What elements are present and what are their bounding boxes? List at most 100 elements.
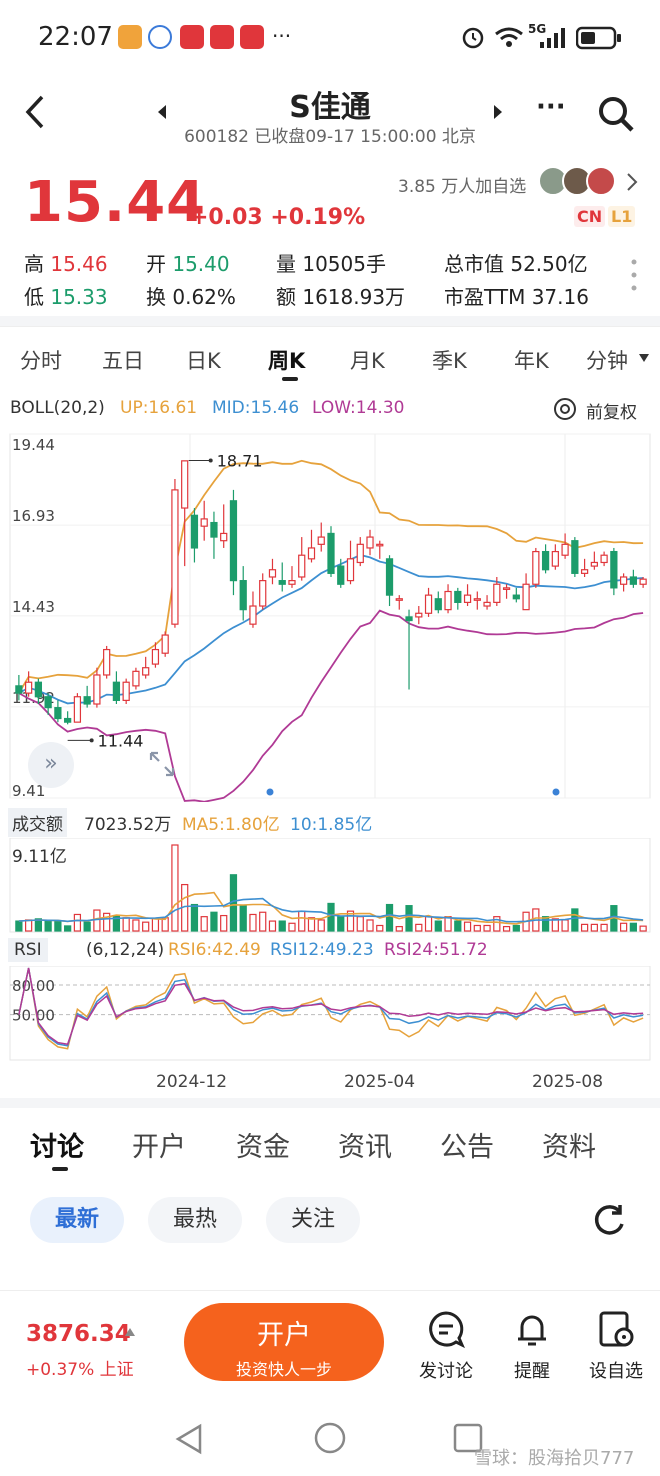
boll-name[interactable]: BOLL(20,2) (10, 398, 105, 418)
post-discussion-button[interactable]: 发讨论 (414, 1309, 478, 1383)
volume-bar (239, 905, 247, 932)
candle-down (34, 681, 43, 698)
settings-icon[interactable] (552, 396, 578, 422)
candle-up (366, 536, 374, 549)
volume-bar (600, 923, 608, 932)
adjust-mode[interactable]: 前复权 (586, 403, 637, 423)
bell-icon (518, 1315, 546, 1346)
candle-up (220, 532, 228, 542)
volume-bar (259, 911, 267, 932)
volume-bar (249, 913, 257, 932)
volume-bar (463, 921, 472, 932)
follower-count[interactable]: 3.85 万人加自选 (398, 177, 527, 197)
volume-bar (93, 909, 101, 932)
x-tick-label: 2024-12 (156, 1072, 228, 1092)
volume-bar (103, 912, 111, 932)
rsi-frame (9, 966, 651, 1061)
open-account-button[interactable]: 开户 投资快人一步 (184, 1303, 384, 1381)
tab-weekly-k[interactable]: 周K (268, 349, 306, 373)
candle-down (229, 500, 238, 582)
candle-up (473, 598, 481, 601)
add-watchlist-button[interactable]: 设自选 (584, 1309, 648, 1383)
battery-icon (576, 26, 621, 50)
candle-up (376, 543, 384, 547)
fullscreen-icon[interactable] (148, 750, 176, 778)
volume-bar (502, 925, 511, 932)
filter-following[interactable]: 关注 (266, 1197, 360, 1243)
open-account-label: 开户 (257, 1320, 311, 1351)
volume-bar (356, 916, 364, 932)
remind-button[interactable]: 提醒 (506, 1309, 558, 1383)
more-menu-icon[interactable]: ··· (536, 92, 566, 122)
volume-bar (473, 924, 481, 932)
quote-high: 高 15.46 (24, 248, 108, 277)
candle-up (122, 681, 130, 701)
chevron-right-icon[interactable] (626, 172, 638, 192)
volume-bar (268, 920, 277, 932)
boll-mid: MID:15.46 (212, 398, 300, 418)
tab-funds[interactable]: 资金 (236, 1132, 290, 1163)
candle-up (346, 558, 355, 582)
tab-yearly-k[interactable]: 年K (514, 349, 549, 373)
tab-five-day[interactable]: 五日 (102, 349, 144, 373)
y-tick-label: 14.43 (12, 598, 55, 616)
volume-bar (83, 921, 91, 932)
app-notification-icon (118, 25, 142, 49)
y-tick-label: 9.41 (12, 782, 45, 800)
candle-up (200, 518, 208, 527)
candle-up (356, 543, 364, 564)
nav-recents-icon[interactable] (452, 1422, 484, 1454)
expand-left-button[interactable]: » (28, 742, 74, 788)
index-value[interactable]: 3876.34 (26, 1321, 131, 1347)
volume-bar (190, 903, 199, 932)
tab-minutes[interactable]: 分钟 (586, 349, 628, 373)
follower-avatars[interactable] (538, 166, 618, 198)
max-price-label: 18.71 (217, 451, 263, 470)
tab-open-account[interactable]: 开户 (132, 1132, 186, 1163)
boll-up: UP:16.61 (120, 398, 198, 418)
search-icon[interactable] (596, 94, 636, 134)
next-stock-icon[interactable] (492, 104, 504, 120)
tab-discussion[interactable]: 讨论 (30, 1132, 84, 1163)
candle-down (434, 598, 442, 611)
expand-quote-icon[interactable] (630, 258, 638, 292)
volume-max-label: 9.11亿 (12, 847, 67, 867)
prev-stock-icon[interactable] (156, 104, 168, 120)
volume-name[interactable]: 成交额 (8, 808, 67, 837)
candle-up (424, 594, 433, 614)
x-tick-label: 2025-08 (532, 1072, 604, 1092)
tab-minute-time[interactable]: 分时 (20, 349, 62, 373)
candle-up (395, 598, 403, 601)
tab-announcements[interactable]: 公告 (440, 1132, 494, 1163)
stock-header: S佳通 600182 已收盘09-17 15:00:00 北京 ··· (0, 74, 660, 154)
nav-back-icon[interactable] (172, 1422, 206, 1456)
caret-down-icon[interactable] (638, 353, 650, 363)
tab-profile[interactable]: 资料 (542, 1132, 596, 1163)
volume-bar (278, 920, 286, 932)
tab-quarterly-k[interactable]: 季K (432, 349, 467, 373)
tab-daily-k[interactable]: 日K (186, 349, 221, 373)
volume-bar (415, 923, 423, 932)
tab-monthly-k[interactable]: 月K (350, 349, 385, 373)
rsi-name[interactable]: RSI (8, 938, 48, 962)
quote-amount: 额 1618.93万 (276, 285, 406, 309)
rsi-chart[interactable]: 80.00 50.00 (0, 966, 660, 1062)
filter-hottest[interactable]: 最热 (148, 1197, 242, 1243)
app-notification-icon (240, 25, 264, 49)
wifi-icon (495, 27, 523, 47)
volume-bar (590, 923, 598, 932)
volume-bar (220, 914, 228, 932)
filter-latest[interactable]: 最新 (30, 1197, 124, 1243)
candle-down (610, 550, 618, 589)
candle-up (502, 587, 511, 590)
nav-home-icon[interactable] (312, 1420, 348, 1456)
refresh-icon[interactable] (590, 1202, 628, 1240)
candle-up (415, 612, 423, 618)
tab-news[interactable]: 资讯 (338, 1132, 392, 1163)
volume-chart[interactable] (0, 838, 660, 934)
rsi-params: (6,12,24) (86, 940, 165, 960)
badge-l1: L1 (608, 206, 636, 227)
back-icon[interactable] (22, 94, 48, 130)
boll-low: LOW:14.30 (312, 398, 405, 418)
